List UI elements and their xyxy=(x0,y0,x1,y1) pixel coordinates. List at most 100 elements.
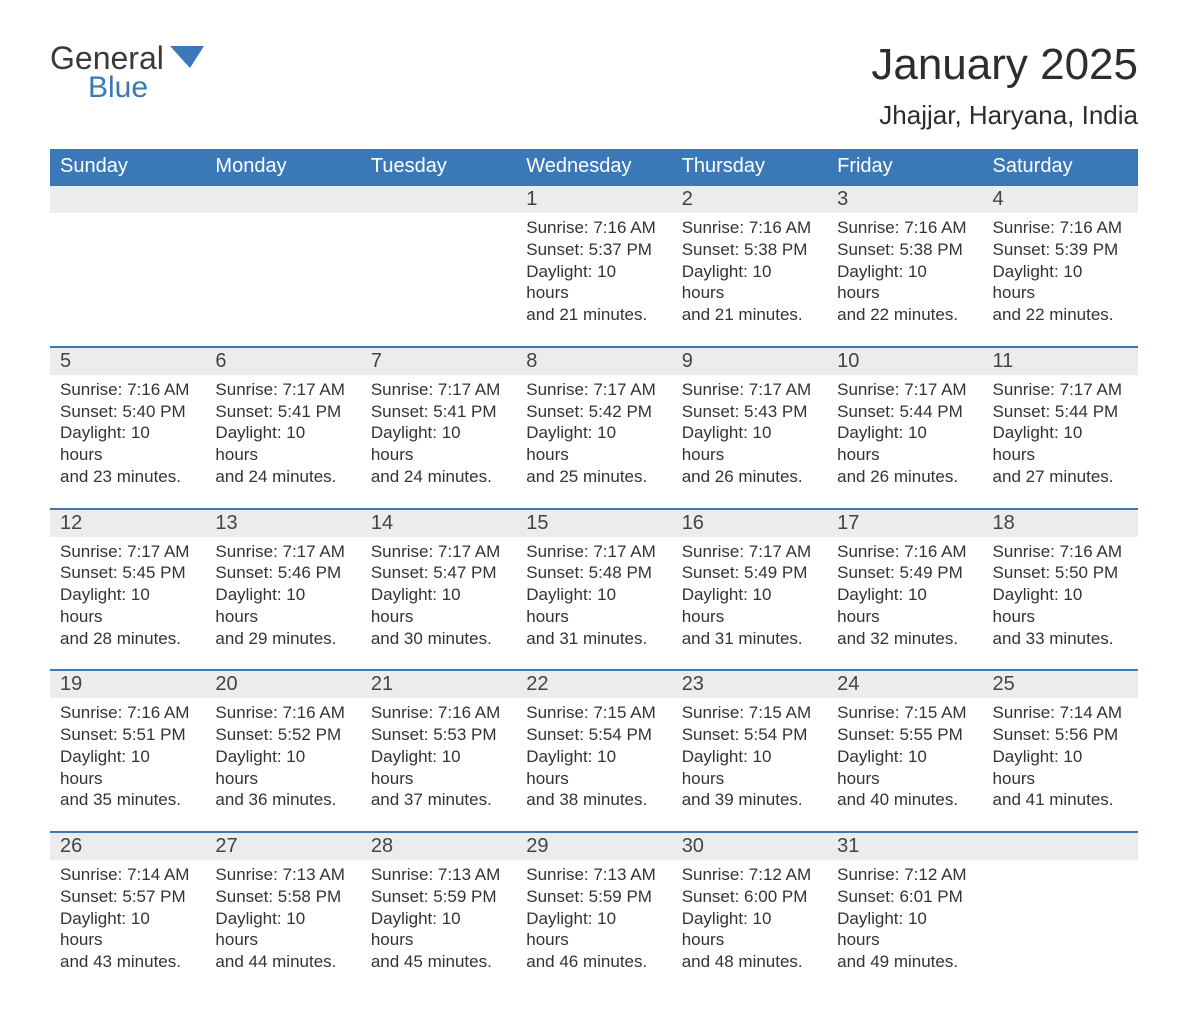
sunset-line: Sunset: 5:38 PM xyxy=(837,239,972,261)
day-number: 8 xyxy=(516,348,671,375)
day-number: 27 xyxy=(205,833,360,860)
calendar-day-cell: 28Sunrise: 7:13 AMSunset: 5:59 PMDayligh… xyxy=(361,832,516,993)
calendar-day-cell: 14Sunrise: 7:17 AMSunset: 5:47 PMDayligh… xyxy=(361,509,516,671)
calendar-day-cell: 17Sunrise: 7:16 AMSunset: 5:49 PMDayligh… xyxy=(827,509,982,671)
sunrise-line: Sunrise: 7:14 AM xyxy=(60,864,195,886)
weekday-header: Tuesday xyxy=(361,149,516,185)
day-number: 26 xyxy=(50,833,205,860)
daylight-line-2: and 31 minutes. xyxy=(526,628,661,650)
calendar-day-cell: 23Sunrise: 7:15 AMSunset: 5:54 PMDayligh… xyxy=(672,670,827,832)
daylight-line-2: and 44 minutes. xyxy=(215,951,350,973)
calendar-day-cell: 20Sunrise: 7:16 AMSunset: 5:52 PMDayligh… xyxy=(205,670,360,832)
daylight-line-1: Daylight: 10 hours xyxy=(837,746,972,790)
day-number: 30 xyxy=(672,833,827,860)
sunrise-line: Sunrise: 7:17 AM xyxy=(682,379,817,401)
day-details: Sunrise: 7:17 AMSunset: 5:49 PMDaylight:… xyxy=(672,537,827,650)
logo-flag-icon xyxy=(170,46,204,73)
daylight-line-2: and 49 minutes. xyxy=(837,951,972,973)
day-number-bar xyxy=(50,186,205,213)
daylight-line-1: Daylight: 10 hours xyxy=(993,261,1128,305)
sunrise-line: Sunrise: 7:17 AM xyxy=(526,541,661,563)
calendar-day-cell: 13Sunrise: 7:17 AMSunset: 5:46 PMDayligh… xyxy=(205,509,360,671)
daylight-line-2: and 28 minutes. xyxy=(60,628,195,650)
daylight-line-2: and 24 minutes. xyxy=(215,466,350,488)
sunset-line: Sunset: 6:00 PM xyxy=(682,886,817,908)
day-number: 18 xyxy=(983,510,1138,537)
calendar-day-cell: 9Sunrise: 7:17 AMSunset: 5:43 PMDaylight… xyxy=(672,347,827,509)
day-details: Sunrise: 7:17 AMSunset: 5:44 PMDaylight:… xyxy=(983,375,1138,488)
sunset-line: Sunset: 5:39 PM xyxy=(993,239,1128,261)
day-number: 20 xyxy=(205,671,360,698)
day-details: Sunrise: 7:14 AMSunset: 5:57 PMDaylight:… xyxy=(50,860,205,973)
weekday-header: Sunday xyxy=(50,149,205,185)
daylight-line-2: and 46 minutes. xyxy=(526,951,661,973)
calendar-day-cell: 27Sunrise: 7:13 AMSunset: 5:58 PMDayligh… xyxy=(205,832,360,993)
daylight-line-1: Daylight: 10 hours xyxy=(526,908,661,952)
daylight-line-2: and 24 minutes. xyxy=(371,466,506,488)
daylight-line-1: Daylight: 10 hours xyxy=(60,908,195,952)
sunrise-line: Sunrise: 7:16 AM xyxy=(837,541,972,563)
daylight-line-1: Daylight: 10 hours xyxy=(215,908,350,952)
calendar-day-cell: 8Sunrise: 7:17 AMSunset: 5:42 PMDaylight… xyxy=(516,347,671,509)
sunrise-line: Sunrise: 7:13 AM xyxy=(371,864,506,886)
day-number: 4 xyxy=(983,186,1138,213)
day-number: 24 xyxy=(827,671,982,698)
day-details: Sunrise: 7:17 AMSunset: 5:47 PMDaylight:… xyxy=(361,537,516,650)
daylight-line-1: Daylight: 10 hours xyxy=(60,584,195,628)
logo: General Blue xyxy=(50,40,204,105)
daylight-line-2: and 35 minutes. xyxy=(60,789,195,811)
day-details: Sunrise: 7:13 AMSunset: 5:58 PMDaylight:… xyxy=(205,860,360,973)
calendar-day-cell: 24 Sunrise: 7:15 AMSunset: 5:55 PMDayligh… xyxy=(827,670,982,832)
sunset-line: Sunset: 5:41 PM xyxy=(371,401,506,423)
daylight-line-2: and 38 minutes. xyxy=(526,789,661,811)
daylight-line-1: Daylight: 10 hours xyxy=(837,422,972,466)
sunrise-line: Sunrise: 7:17 AM xyxy=(371,379,506,401)
sunrise-line: Sunrise: 7:16 AM xyxy=(60,702,195,724)
sunrise-line: Sunrise: 7:17 AM xyxy=(526,379,661,401)
daylight-line-2: and 36 minutes. xyxy=(215,789,350,811)
daylight-line-1: Daylight: 10 hours xyxy=(993,746,1128,790)
sunrise-line: Sunrise: 7:15 AM xyxy=(526,702,661,724)
day-details: Sunrise: 7:16 AMSunset: 5:53 PMDaylight:… xyxy=(361,698,516,811)
day-details: Sunrise: 7:12 AMSunset: 6:00 PMDaylight:… xyxy=(672,860,827,973)
sunset-line: Sunset: 5:38 PM xyxy=(682,239,817,261)
calendar-day-cell: 1Sunrise: 7:16 AMSunset: 5:37 PMDaylight… xyxy=(516,185,671,347)
calendar-day-cell: 16Sunrise: 7:17 AMSunset: 5:49 PMDayligh… xyxy=(672,509,827,671)
day-number: 9 xyxy=(672,348,827,375)
daylight-line-2: and 29 minutes. xyxy=(215,628,350,650)
sunrise-line: Sunrise: 7:15 AM xyxy=(837,702,972,724)
calendar-table: Sunday Monday Tuesday Wednesday Thursday… xyxy=(50,149,1138,993)
daylight-line-2: and 40 minutes. xyxy=(837,789,972,811)
sunset-line: Sunset: 5:58 PM xyxy=(215,886,350,908)
daylight-line-1: Daylight: 10 hours xyxy=(682,422,817,466)
sunset-line: Sunset: 5:46 PM xyxy=(215,562,350,584)
sunset-line: Sunset: 6:01 PM xyxy=(837,886,972,908)
page-title: January 2025 xyxy=(871,40,1138,90)
day-number: 15 xyxy=(516,510,671,537)
sunrise-line: Sunrise: 7:17 AM xyxy=(837,379,972,401)
sunset-line: Sunset: 5:54 PM xyxy=(526,724,661,746)
weekday-header: Wednesday xyxy=(516,149,671,185)
calendar-day-cell xyxy=(205,185,360,347)
calendar-day-cell: 12Sunrise: 7:17 AMSunset: 5:45 PMDayligh… xyxy=(50,509,205,671)
daylight-line-1: Daylight: 10 hours xyxy=(371,746,506,790)
day-number: 10 xyxy=(827,348,982,375)
day-details: Sunrise: 7:16 AMSunset: 5:40 PMDaylight:… xyxy=(50,375,205,488)
day-number: 7 xyxy=(361,348,516,375)
daylight-line-2: and 45 minutes. xyxy=(371,951,506,973)
daylight-line-2: and 26 minutes. xyxy=(682,466,817,488)
sunset-line: Sunset: 5:51 PM xyxy=(60,724,195,746)
sunrise-line: Sunrise: 7:16 AM xyxy=(371,702,506,724)
sunset-line: Sunset: 5:50 PM xyxy=(993,562,1128,584)
day-number: 14 xyxy=(361,510,516,537)
sunset-line: Sunset: 5:55 PM xyxy=(837,724,972,746)
calendar-day-cell: 26Sunrise: 7:14 AMSunset: 5:57 PMDayligh… xyxy=(50,832,205,993)
daylight-line-1: Daylight: 10 hours xyxy=(682,908,817,952)
day-number: 29 xyxy=(516,833,671,860)
day-number: 1 xyxy=(516,186,671,213)
calendar-day-cell xyxy=(983,832,1138,993)
sunrise-line: Sunrise: 7:16 AM xyxy=(682,217,817,239)
daylight-line-2: and 33 minutes. xyxy=(993,628,1128,650)
day-details: Sunrise: 7:17 AMSunset: 5:43 PMDaylight:… xyxy=(672,375,827,488)
daylight-line-2: and 21 minutes. xyxy=(526,304,661,326)
